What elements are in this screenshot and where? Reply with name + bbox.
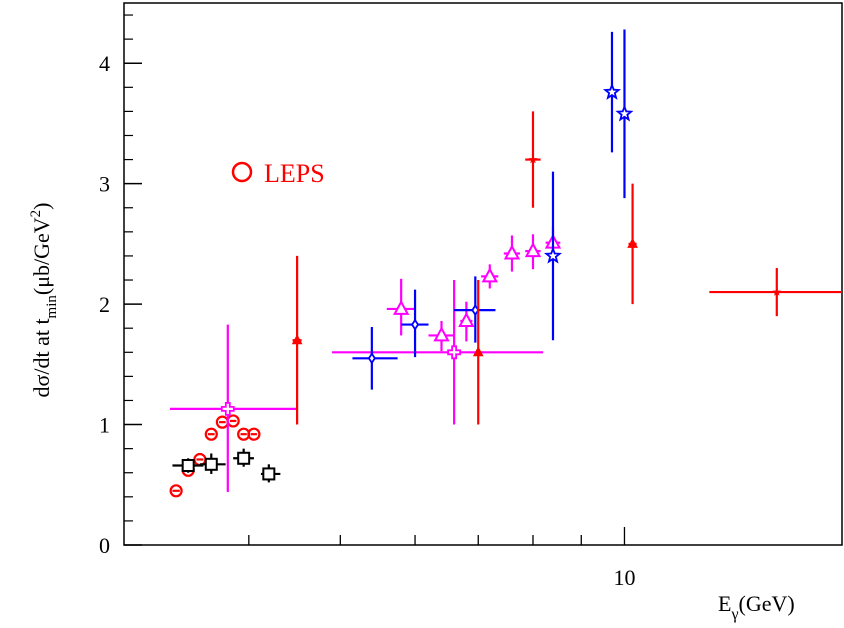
data-point-square	[237, 451, 251, 465]
series-filled-star	[525, 111, 842, 317]
data-point-cross	[220, 401, 235, 416]
data-point-triangle	[524, 242, 542, 258]
y-tick-label: 3	[99, 172, 110, 197]
series-open-cross	[169, 280, 544, 493]
legend: LEPS	[231, 159, 325, 188]
x-tick-label: 10	[613, 565, 635, 590]
data-point-triangle	[503, 244, 521, 260]
data-point-cross	[447, 345, 462, 360]
data-point-circle	[247, 427, 261, 441]
series-filled-triangle	[291, 183, 638, 425]
data-point-triangle	[392, 299, 410, 315]
data-marks	[169, 29, 842, 498]
data-point-diamond	[410, 318, 420, 331]
data-point-filled-triangle	[627, 237, 638, 248]
y-axis-title: dσ/dt at tmin(μb/GeV2)	[28, 202, 60, 397]
series-open-diamond	[352, 276, 496, 390]
data-point-triangle	[481, 267, 498, 283]
axis-ticks: 0 1 2 3 4 10	[99, 14, 635, 590]
data-point-filled-triangle	[291, 334, 303, 345]
data-point-triangle	[433, 326, 450, 342]
data-point-square	[181, 459, 195, 473]
series-open-star	[543, 29, 634, 341]
x-axis-title: Eγ(GeV)	[718, 591, 795, 623]
data-point-star	[615, 104, 634, 122]
data-point-filled-triangle	[472, 346, 484, 357]
legend-marker-circle	[231, 161, 253, 183]
data-point-circle	[204, 427, 218, 441]
data-point-filled-star	[528, 154, 538, 164]
y-tick-label: 1	[99, 413, 110, 438]
data-point-square	[262, 467, 276, 481]
data-point-star	[543, 246, 563, 264]
plot-frame	[123, 2, 843, 546]
y-tick-label: 4	[99, 51, 110, 76]
y-tick-label: 0	[99, 533, 110, 558]
data-point-circle	[169, 484, 183, 498]
data-point-triangle	[458, 311, 475, 327]
series-open-square	[172, 448, 281, 483]
y-tick-label: 2	[99, 292, 110, 317]
data-point-diamond	[367, 352, 376, 365]
data-point-square	[204, 457, 218, 471]
data-point-star	[602, 82, 622, 100]
legend-label-leps: LEPS	[264, 159, 325, 188]
series-open-triangle	[386, 227, 562, 352]
data-point-filled-star	[772, 287, 782, 296]
